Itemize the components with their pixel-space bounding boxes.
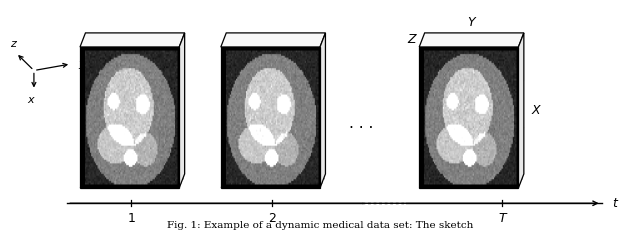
Text: t: t (612, 197, 618, 210)
Text: z: z (10, 39, 16, 49)
Polygon shape (179, 33, 185, 188)
Text: Z: Z (408, 33, 416, 46)
Text: 1: 1 (127, 212, 135, 224)
Polygon shape (320, 33, 326, 188)
Text: Y: Y (468, 16, 476, 29)
Text: 2: 2 (268, 212, 276, 224)
Text: x: x (28, 95, 34, 105)
Text: Fig. 1: Example of a dynamic medical data set: The sketch: Fig. 1: Example of a dynamic medical dat… (167, 221, 473, 230)
Text: y: y (79, 59, 85, 69)
Text: X: X (532, 104, 540, 117)
Text: . . .: . . . (349, 116, 374, 131)
Polygon shape (419, 33, 524, 47)
Polygon shape (221, 33, 326, 47)
Polygon shape (80, 33, 185, 47)
Polygon shape (518, 33, 524, 188)
Text: T: T (499, 212, 506, 224)
